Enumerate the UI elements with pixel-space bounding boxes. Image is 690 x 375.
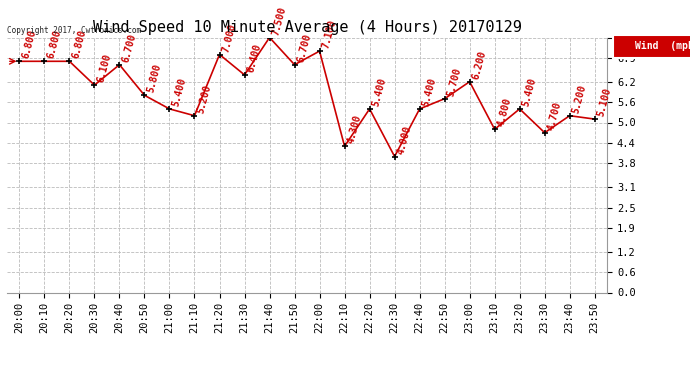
Text: 5.800: 5.800 <box>146 63 163 94</box>
Text: 5.400: 5.400 <box>371 76 388 108</box>
Text: 5.200: 5.200 <box>571 83 588 114</box>
Text: 4.000: 4.000 <box>396 124 413 155</box>
Text: 5.400: 5.400 <box>521 76 538 108</box>
Text: 5.400: 5.400 <box>421 76 438 108</box>
Text: 4.700: 4.700 <box>546 100 563 131</box>
Text: 4.800: 4.800 <box>496 97 513 128</box>
Text: 6.800: 6.800 <box>46 29 63 60</box>
Title: Wind Speed 10 Minute Average (4 Hours) 20170129: Wind Speed 10 Minute Average (4 Hours) 2… <box>92 20 522 35</box>
Text: Copyright 2017, Cwtronics.com: Copyright 2017, Cwtronics.com <box>7 26 141 35</box>
Text: 5.400: 5.400 <box>170 76 188 108</box>
Text: 6.800: 6.800 <box>21 29 38 60</box>
Text: 7.000: 7.000 <box>221 22 238 53</box>
Text: 6.200: 6.200 <box>471 50 488 80</box>
Text: 5.200: 5.200 <box>196 83 213 114</box>
Text: 4.300: 4.300 <box>346 114 363 145</box>
Text: 7.500: 7.500 <box>270 5 288 36</box>
Text: 7.100: 7.100 <box>321 19 338 50</box>
Text: 6.700: 6.700 <box>121 32 138 63</box>
Text: 6.100: 6.100 <box>96 53 113 84</box>
Text: 6.800: 6.800 <box>70 29 88 60</box>
Text: 5.700: 5.700 <box>446 66 463 98</box>
Text: 6.400: 6.400 <box>246 43 263 74</box>
Text: 5.100: 5.100 <box>596 87 613 118</box>
Text: 6.700: 6.700 <box>296 32 313 63</box>
